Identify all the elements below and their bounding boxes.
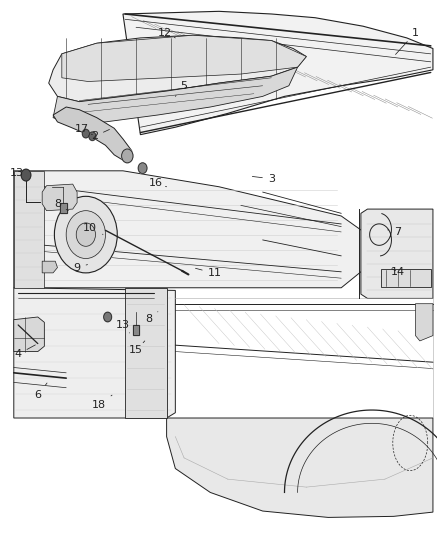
Bar [133, 325, 139, 335]
Text: 13: 13 [10, 168, 27, 181]
Text: 3: 3 [252, 174, 275, 184]
Bar [60, 203, 67, 213]
Polygon shape [53, 107, 132, 160]
Circle shape [21, 169, 31, 181]
Polygon shape [381, 269, 431, 287]
Polygon shape [361, 209, 433, 298]
Text: 12: 12 [157, 28, 175, 38]
Polygon shape [53, 67, 297, 124]
Text: 5: 5 [175, 81, 187, 96]
Text: 13: 13 [116, 320, 130, 333]
Text: 2: 2 [91, 130, 110, 141]
Polygon shape [14, 288, 175, 418]
Text: 6: 6 [34, 383, 47, 400]
Polygon shape [123, 11, 433, 135]
Circle shape [138, 163, 147, 173]
Circle shape [66, 211, 106, 259]
Text: 8: 8 [145, 312, 158, 324]
Polygon shape [125, 288, 166, 418]
Text: 18: 18 [92, 395, 112, 410]
Text: 16: 16 [148, 178, 166, 188]
Polygon shape [14, 171, 367, 288]
Polygon shape [49, 35, 306, 102]
Text: 1: 1 [396, 28, 419, 54]
Circle shape [122, 149, 133, 163]
Text: 7: 7 [388, 227, 402, 237]
Circle shape [76, 223, 95, 246]
Circle shape [54, 196, 117, 273]
Circle shape [104, 312, 112, 322]
Text: 15: 15 [129, 341, 145, 356]
Polygon shape [62, 35, 306, 82]
Text: 10: 10 [83, 223, 103, 235]
Text: 14: 14 [391, 267, 405, 277]
Polygon shape [42, 261, 57, 273]
Polygon shape [42, 184, 77, 211]
Polygon shape [14, 171, 44, 288]
Circle shape [89, 132, 96, 141]
Text: 11: 11 [195, 268, 222, 278]
Bar [133, 325, 139, 335]
Text: 17: 17 [74, 124, 92, 135]
Text: 4: 4 [14, 345, 35, 359]
Circle shape [82, 130, 89, 138]
Polygon shape [14, 317, 44, 352]
Polygon shape [166, 289, 433, 518]
Bar [60, 203, 67, 213]
Text: 9: 9 [74, 263, 88, 272]
Polygon shape [416, 304, 433, 341]
Text: 8: 8 [54, 199, 68, 211]
